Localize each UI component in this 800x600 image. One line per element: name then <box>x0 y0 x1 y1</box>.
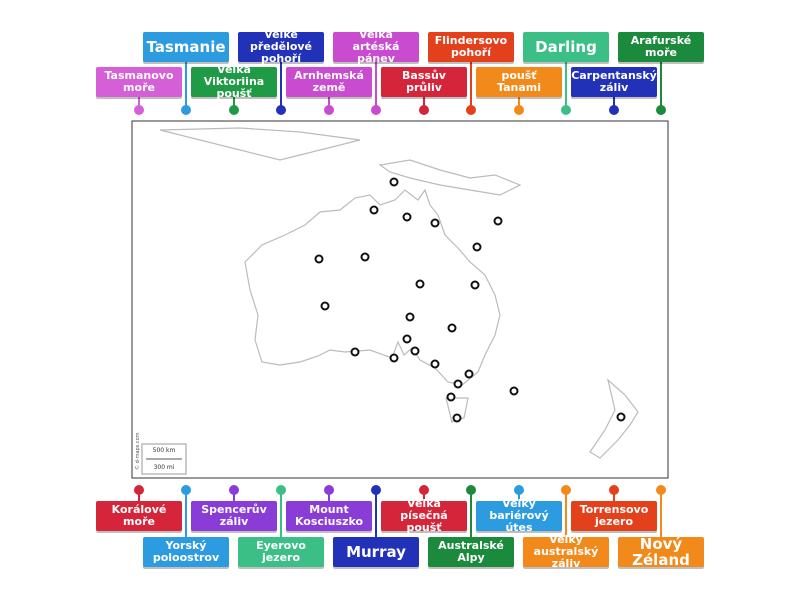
pin-dot <box>181 485 191 495</box>
label-tile[interactable]: Arafurské moře <box>618 32 704 62</box>
pin-dot <box>229 485 239 495</box>
pin-dot <box>561 105 571 115</box>
target[interactable] <box>447 323 457 333</box>
label-tile[interactable]: poušť Tanami <box>476 67 562 97</box>
target[interactable] <box>360 252 370 262</box>
label-tile[interactable]: Velké předělové pohoří <box>238 28 324 65</box>
target[interactable] <box>402 334 412 344</box>
pin-dot <box>324 485 334 495</box>
target[interactable] <box>389 353 399 363</box>
label-tile[interactable]: Bassův průliv <box>381 67 467 97</box>
label-tile[interactable]: Mount Kosciuszko <box>286 501 372 531</box>
target[interactable] <box>453 379 463 389</box>
target[interactable] <box>464 369 474 379</box>
pin-dot <box>134 105 144 115</box>
label-tile[interactable]: Nový Zéland <box>618 535 704 568</box>
target[interactable] <box>470 280 480 290</box>
target[interactable] <box>314 254 324 264</box>
target[interactable] <box>320 301 330 311</box>
targets <box>314 177 626 423</box>
target[interactable] <box>405 312 415 322</box>
pin-dot <box>134 485 144 495</box>
map-frame <box>131 120 669 479</box>
target[interactable] <box>389 177 399 187</box>
map-credit: © d-maps.com <box>134 432 141 470</box>
pin-dot <box>609 485 619 495</box>
pin-dot <box>276 485 286 495</box>
target[interactable] <box>472 242 482 252</box>
pin-dot <box>514 105 524 115</box>
pin-dot <box>229 105 239 115</box>
label-tile[interactable]: Flindersovo pohoří <box>428 32 514 62</box>
label-tile[interactable]: Murray <box>333 537 419 567</box>
label-tile[interactable]: Yorský poloostrov <box>143 537 229 567</box>
label-tile[interactable]: Carpentanský záliv <box>571 67 657 97</box>
target[interactable] <box>415 279 425 289</box>
pin-dot <box>276 105 286 115</box>
label-tile[interactable]: Velký australský záliv <box>523 533 609 570</box>
target[interactable] <box>430 359 440 369</box>
pin-dot <box>466 105 476 115</box>
label-tile[interactable]: Spencerův záliv <box>191 501 277 531</box>
pin-dot <box>419 485 429 495</box>
pin-dot <box>324 105 334 115</box>
target[interactable] <box>509 386 519 396</box>
pin-dot <box>656 485 666 495</box>
label-tile[interactable]: Tasmanie <box>143 32 229 62</box>
label-tile[interactable]: Velká Viktoriina poušť <box>191 63 277 100</box>
label-tile[interactable]: Velký bariérový útes <box>476 497 562 534</box>
scale-km: 500 km <box>153 447 176 454</box>
label-tile[interactable]: Australské Alpy <box>428 537 514 567</box>
pin-dot <box>561 485 571 495</box>
target[interactable] <box>616 412 626 422</box>
label-tile[interactable]: Eyerovo jezero <box>238 537 324 567</box>
target[interactable] <box>452 413 462 423</box>
pin-dot <box>371 485 381 495</box>
target[interactable] <box>350 347 360 357</box>
target[interactable] <box>402 212 412 222</box>
label-tile[interactable]: Tasmanovo moře <box>96 67 182 97</box>
label-tile[interactable]: Korálové moře <box>96 501 182 531</box>
pin-dot <box>466 485 476 495</box>
coastlines <box>159 127 639 459</box>
target[interactable] <box>493 216 503 226</box>
pin-dot <box>514 485 524 495</box>
label-tile[interactable]: Torrensovo jezero <box>571 501 657 531</box>
pin-dot <box>181 105 191 115</box>
target[interactable] <box>430 218 440 228</box>
pin-dot <box>656 105 666 115</box>
scale-mi: 300 mi <box>154 464 175 471</box>
pin-dot <box>419 105 429 115</box>
target[interactable] <box>410 346 420 356</box>
target[interactable] <box>369 205 379 215</box>
scale-bar: 500 km 300 mi © d-maps.com <box>134 432 187 475</box>
pin-dot <box>371 105 381 115</box>
label-tile[interactable]: Arnhemská země <box>286 67 372 97</box>
label-tile[interactable]: Velká písečná poušť <box>381 497 467 534</box>
pin-dot <box>609 105 619 115</box>
label-tile[interactable]: Darling <box>523 32 609 62</box>
label-tile[interactable]: Velká artéská pánev <box>333 28 419 65</box>
pins <box>134 62 666 537</box>
target[interactable] <box>446 392 456 402</box>
